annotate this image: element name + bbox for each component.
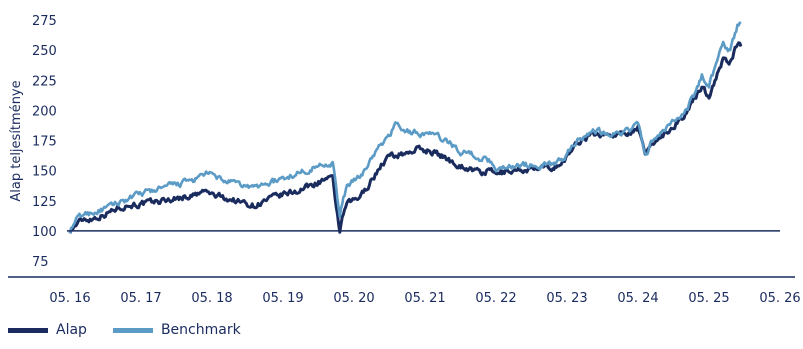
legend-swatch-alap	[8, 327, 48, 333]
y-axis-label: Alap teljesítménye	[9, 80, 24, 201]
x-tick-label: 05. 26	[759, 291, 800, 306]
y-tick-label: 200	[32, 104, 57, 119]
series-line-benchmark	[68, 21, 742, 234]
x-tick-label: 05. 19	[262, 291, 303, 306]
x-tick-label: 05. 18	[191, 291, 232, 306]
x-tick-label: 05. 21	[404, 291, 445, 306]
y-tick-label: 100	[32, 225, 57, 240]
legend-item-alap: Alap	[8, 322, 87, 338]
series-lines	[68, 21, 743, 234]
x-tick-label: 05. 25	[688, 291, 729, 306]
y-tick-label: 150	[32, 165, 57, 180]
y-tick-label: 225	[32, 74, 57, 89]
x-tick-label: 05. 24	[617, 291, 658, 306]
x-tick-label: 05. 20	[333, 291, 374, 306]
series-line-alap	[68, 41, 743, 234]
legend: Alap Benchmark	[8, 322, 267, 338]
y-tick-label: 175	[32, 135, 57, 150]
x-tick-label: 05. 16	[49, 291, 90, 306]
legend-swatch-benchmark	[112, 327, 153, 333]
x-tick-label: 05. 22	[475, 291, 516, 306]
x-tick-label: 05. 17	[120, 291, 161, 306]
legend-label-alap: Alap	[56, 322, 87, 338]
y-axis-ticks: 75 100 125 150 175 200 225 250 275	[32, 14, 57, 270]
x-axis-ticks: 05. 16 05. 17 05. 18 05. 19 05. 20 05. 21 05. …	[49, 291, 800, 306]
legend-label-benchmark: Benchmark	[160, 322, 241, 338]
y-tick-label: 250	[32, 44, 57, 59]
y-tick-label: 75	[32, 255, 49, 270]
y-tick-label: 275	[32, 14, 57, 29]
legend-item-benchmark: Benchmark	[112, 322, 241, 338]
x-tick-label: 05. 23	[546, 291, 587, 306]
y-tick-label: 125	[32, 195, 57, 210]
